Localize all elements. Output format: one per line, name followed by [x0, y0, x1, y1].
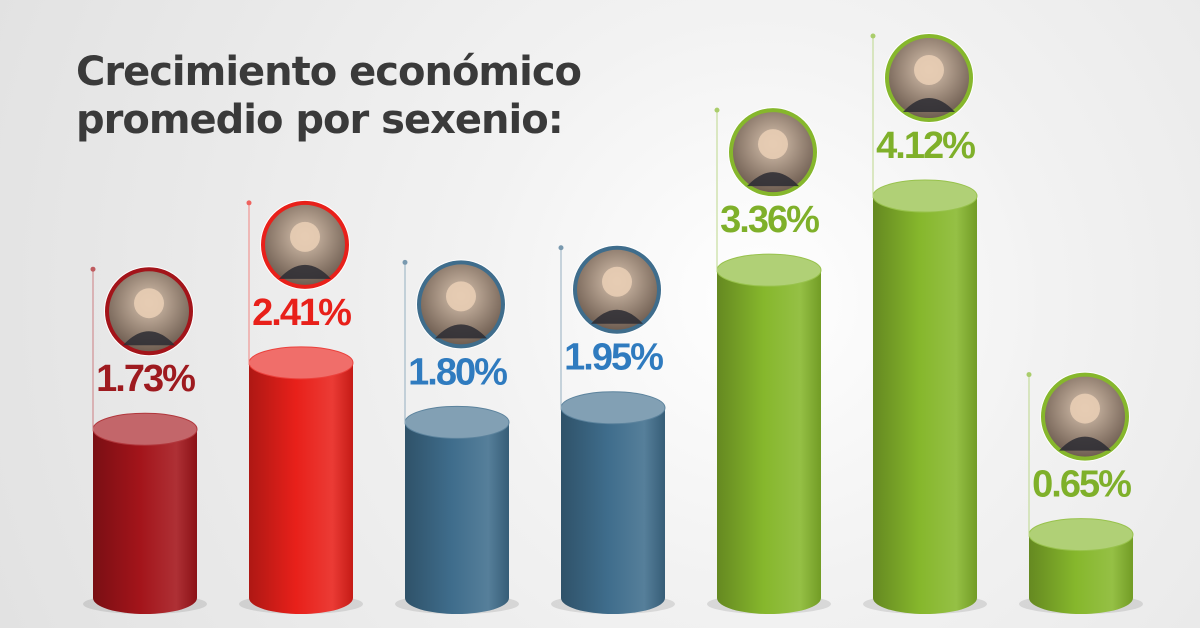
bars-layer: 1.73% 2.41% 1.80% 1.95% 3.36% 4.12% 0.65%: [83, 33, 1143, 614]
portrait-icon: [104, 266, 194, 357]
portrait-icon: [1040, 371, 1130, 462]
bar-top: [248, 346, 354, 380]
bar-body: [405, 422, 509, 614]
bar-7: 0.65%: [1019, 371, 1143, 614]
leader-dot: [246, 200, 252, 206]
leader-dot: [558, 245, 564, 251]
chart-title: Crecimiento económico promedio por sexen…: [76, 48, 582, 144]
portrait-icon: [728, 107, 818, 198]
bar-body: [717, 270, 821, 614]
leader-dot: [402, 259, 408, 265]
portrait-icon: [416, 259, 506, 350]
bar-top: [404, 405, 510, 439]
bar-top: [92, 412, 198, 446]
bar-1: 1.73%: [83, 266, 207, 614]
chart-title-line2: promedio por sexenio:: [76, 97, 564, 143]
data-label: 1.95%: [564, 337, 663, 379]
data-label: 4.12%: [876, 125, 975, 167]
data-label: 2.41%: [252, 292, 351, 334]
bar-body: [249, 362, 353, 614]
data-label: 1.73%: [96, 358, 195, 400]
bar-3: 1.80%: [395, 259, 519, 614]
bar-top: [1028, 518, 1134, 552]
bar-body: [873, 196, 977, 614]
leader-dot: [870, 33, 876, 39]
portrait-icon: [260, 199, 350, 290]
bar-top: [560, 391, 666, 425]
portrait-icon: [884, 33, 974, 123]
leader-dot: [714, 107, 720, 113]
chart-title-line1: Crecimiento económico: [76, 49, 582, 95]
bar-body: [1029, 534, 1133, 614]
bar-2: 2.41%: [239, 199, 363, 614]
data-label: 0.65%: [1032, 464, 1131, 506]
portrait-icon: [572, 244, 662, 335]
bar-4: 1.95%: [551, 244, 675, 614]
data-label: 3.36%: [720, 199, 819, 241]
bar-top: [716, 253, 822, 287]
bar-body: [93, 429, 197, 614]
bar-5: 3.36%: [707, 107, 831, 614]
data-label: 1.80%: [408, 351, 507, 393]
bar-6: 4.12%: [863, 33, 987, 614]
leader-dot: [1026, 372, 1032, 378]
bar-body: [561, 407, 665, 614]
leader-dot: [90, 266, 96, 272]
bar-top: [872, 179, 978, 213]
